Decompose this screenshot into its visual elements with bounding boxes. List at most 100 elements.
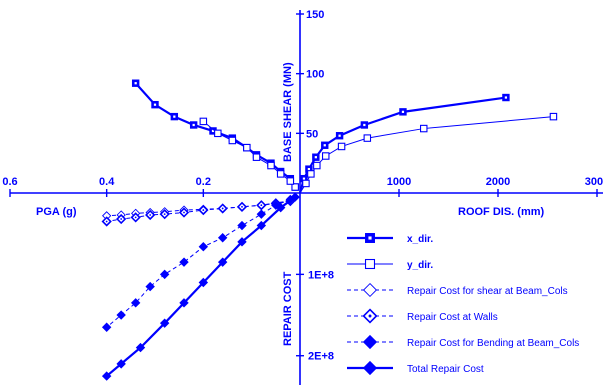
legend-repair-cost-for-shear-at-beam-cols-swatch-marker bbox=[362, 282, 378, 298]
pga-cost-total-repair-cost-point bbox=[135, 342, 146, 353]
pga-tick-label: 0.6 bbox=[2, 176, 17, 188]
pga-shear-y-dir-point bbox=[286, 177, 295, 185]
legend-y-dir-swatch-marker bbox=[364, 258, 376, 270]
pga-cost-repair-cost-at-walls-point-dot bbox=[202, 209, 205, 211]
pga-cost-repair-cost-for-bending-at-beam-cols-point bbox=[256, 209, 267, 219]
pga-cost-repair-cost-for-shear-at-beam-cols-series bbox=[102, 196, 295, 221]
pga-shear-y-dir-series bbox=[199, 117, 299, 191]
legend: x_dir. y_dir. Repair Cost for shear at Bea… bbox=[347, 233, 579, 376]
legend-y-dir-label: y_dir. bbox=[407, 260, 433, 271]
roof-dis-tick-label: 1000 bbox=[387, 176, 411, 188]
pga-cost-repair-cost-for-bending-at-beam-cols-point bbox=[101, 322, 112, 332]
pga-shear-y-dir-point bbox=[252, 153, 261, 161]
pga-cost-repair-cost-at-walls-point-dot bbox=[163, 213, 166, 216]
roof-shear-x-dir-series bbox=[298, 93, 510, 194]
pga-cost-repair-cost-for-bending-at-beam-cols-point bbox=[237, 220, 247, 231]
roof-dis-axis-label: ROOF DIS. (mm) bbox=[458, 206, 545, 218]
pga-shear-y-dir-point bbox=[267, 161, 275, 170]
roof-shear-y-dir-point bbox=[307, 170, 315, 178]
base-shear-tick-label: 50 bbox=[306, 128, 318, 140]
pga-cost-repair-cost-for-bending-at-beam-cols-series bbox=[101, 194, 296, 332]
pga-cost-repair-cost-at-walls-point-dot bbox=[134, 216, 137, 219]
pga-cost-repair-cost-for-bending-at-beam-cols-point bbox=[116, 310, 126, 320]
pga-shear-y-dir-point bbox=[228, 136, 237, 145]
roof-shear-x-dir-point-center bbox=[307, 168, 311, 171]
roof-shear-x-dir-point-center bbox=[314, 156, 317, 159]
pga-shear-y-dir-point bbox=[214, 129, 222, 138]
pga-shear-y-dir-point bbox=[276, 170, 285, 178]
roof-shear-y-dir-point bbox=[337, 142, 346, 151]
roof-shear-x-dir-point-center bbox=[363, 123, 366, 127]
legend-x-dir-label: x_dir. bbox=[407, 234, 433, 245]
roof-shear-y-dir-point bbox=[549, 112, 558, 121]
pga-cost-total-repair-cost-point bbox=[198, 277, 209, 288]
pga-cost-repair-cost-for-bending-at-beam-cols-point bbox=[217, 233, 228, 243]
base-shear-tick-label: 150 bbox=[306, 9, 324, 21]
legend-repair-cost-for-bending-at-beam-cols-entry: Repair Cost for Bending at Beam_Cols bbox=[347, 334, 579, 350]
legend-repair-cost-for-bending-at-beam-cols-swatch-marker bbox=[362, 334, 378, 350]
pga-cost-repair-cost-at-walls-point-dot bbox=[260, 204, 263, 207]
legend-repair-cost-for-shear-at-beam-cols-entry: Repair Cost for shear at Beam_Cols bbox=[347, 282, 568, 298]
pga-cost-repair-cost-at-walls-point-dot bbox=[183, 211, 185, 214]
legend-total-repair-cost-label: Total Repair Cost bbox=[407, 364, 484, 375]
axes-layer bbox=[10, 10, 603, 385]
pga-cost-repair-cost-for-bending-at-beam-cols-point bbox=[159, 269, 170, 280]
legend-x-dir-entry: x_dir. bbox=[347, 233, 433, 245]
pga-shear-y-dir-point bbox=[199, 117, 208, 126]
roof-shear-x-dir-point-center bbox=[338, 134, 341, 137]
pga-cost-total-repair-cost-point bbox=[275, 202, 286, 213]
roof-shear-x-dir-point-center bbox=[504, 96, 508, 99]
pga-cost-total-repair-cost-point bbox=[290, 192, 300, 202]
legend-total-repair-cost-swatch-marker bbox=[362, 360, 378, 376]
repair-cost-axis-label: REPAIR COST bbox=[282, 271, 294, 346]
base-shear-axis-label: BASE SHEAR (MN) bbox=[282, 62, 294, 162]
pga-cost-repair-cost-at-walls-point-dot bbox=[221, 207, 224, 210]
pga-cost-total-repair-cost-line bbox=[105, 196, 296, 377]
roof-shear-x-dir-point-center bbox=[302, 177, 306, 180]
pga-shear-x-dir-point-center bbox=[134, 82, 137, 85]
axis-labels-layer: PGA (g) ROOF DIS. (mm) BASE SHEAR (MN) R… bbox=[36, 62, 545, 346]
legend-repair-cost-for-shear-at-beam-cols-label: Repair Cost for shear at Beam_Cols bbox=[407, 286, 568, 297]
pga-cost-repair-cost-at-walls-point-dot bbox=[105, 220, 108, 223]
pga-tick-label: 0.4 bbox=[99, 176, 115, 188]
legend-repair-cost-at-walls-label: Repair Cost at Walls bbox=[407, 312, 498, 323]
legend-y-dir-entry: y_dir. bbox=[347, 258, 433, 271]
pga-cost-total-repair-cost-point bbox=[101, 371, 112, 381]
roof-shear-y-dir-point bbox=[419, 124, 428, 133]
roof-shear-y-dir-point bbox=[313, 161, 321, 170]
roof-shear-y-dir-series bbox=[299, 112, 558, 194]
roof-shear-y-dir-point bbox=[363, 134, 372, 142]
pga-cost-total-repair-cost-point bbox=[116, 359, 126, 369]
pga-cost-total-repair-cost-point bbox=[179, 298, 189, 308]
pga-cost-repair-cost-at-walls-point-dot bbox=[120, 218, 123, 220]
pga-shear-x-dir-point-center bbox=[153, 103, 157, 106]
roof-shear-y-dir-point bbox=[321, 152, 330, 160]
legend-repair-cost-at-walls-entry: Repair Cost at Walls bbox=[347, 308, 498, 324]
legend-repair-cost-for-bending-at-beam-cols-label: Repair Cost for Bending at Beam_Cols bbox=[407, 338, 579, 349]
pga-tick-label: 0.2 bbox=[196, 176, 211, 188]
pga-shear-x-dir-point-center bbox=[192, 123, 195, 127]
pga-shear-x-dir-point-center bbox=[173, 115, 176, 118]
pga-cost-total-repair-cost-point bbox=[159, 318, 170, 328]
base-shear-tick-label: 100 bbox=[306, 69, 324, 81]
repair-cost-tick-label: 2E+8 bbox=[308, 351, 334, 363]
pga-shear-y-dir-point bbox=[243, 143, 251, 152]
pga-axis-label: PGA (g) bbox=[36, 206, 77, 218]
pga-cost-total-repair-cost-point bbox=[256, 220, 267, 231]
pga-cost-repair-cost-for-bending-at-beam-cols-point bbox=[179, 257, 189, 267]
legend-x-dir-swatch-marker-center bbox=[368, 236, 372, 240]
pga-cost-repair-cost-at-walls-point-dot bbox=[149, 214, 152, 216]
pga-cost-repair-cost-for-bending-at-beam-cols-point bbox=[198, 241, 209, 252]
roof-shear-y-dir-point bbox=[302, 179, 310, 188]
roof-shear-x-dir-point-center bbox=[323, 144, 326, 147]
roof-dis-tick-label: 2000 bbox=[486, 176, 510, 188]
pga-shear-x-dir-point-center bbox=[211, 129, 215, 133]
legend-total-repair-cost-entry: Total Repair Cost bbox=[347, 360, 484, 376]
repair-cost-tick-label: 1E+8 bbox=[308, 269, 334, 281]
legend-repair-cost-at-walls-swatch-marker-dot bbox=[368, 314, 372, 318]
pga-cost-total-repair-cost-series bbox=[101, 192, 300, 381]
